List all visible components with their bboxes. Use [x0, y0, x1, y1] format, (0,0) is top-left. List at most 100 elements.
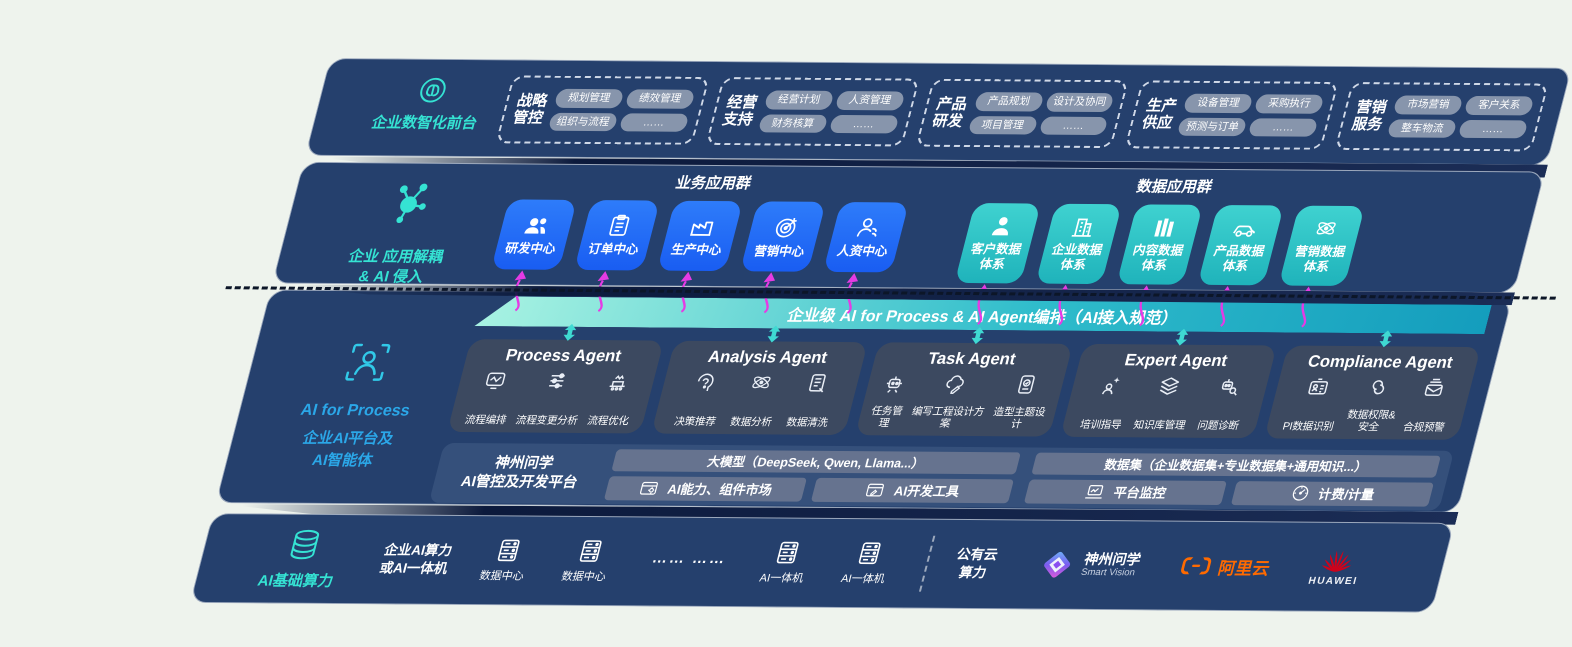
data-atom-icon — [752, 376, 771, 389]
tag: 市场营销 — [1392, 95, 1464, 115]
data-box-label: 产品数据 体系 — [1212, 243, 1267, 273]
model-group: 大模型（DeepSeek, Qwen, Llama...） AI能力、组件市场 … — [603, 448, 1022, 503]
magenta-arrow — [597, 271, 609, 313]
agent-item-label: 培训指导 — [1078, 418, 1123, 432]
cell-label: 计费/计量 — [1316, 486, 1377, 503]
agent-task: Task Agent 任务管理 编写工程设计方案 造型主题设计 — [855, 327, 1073, 437]
agent-analysis: Analysis Agent 决策推荐 数据分析 数据清洗 — [651, 325, 869, 436]
agent-item-label: 知识库管理 — [1132, 419, 1187, 432]
tag: 项目管理 — [967, 115, 1038, 135]
node-datacenter-2: 数据中心 — [560, 538, 616, 584]
infra-label: AI基础算力 — [255, 572, 336, 590]
cloud-vendors: 神州问学 Smart Vision 阿里云 — [1034, 545, 1366, 587]
agent-item-label: 任务管理 — [870, 405, 905, 430]
platform-label: 神州问学 AI管控及开发平台 — [459, 455, 580, 491]
molecule-icon — [396, 183, 428, 224]
tag: …… — [828, 114, 900, 134]
target-icon — [775, 217, 797, 237]
person-waves-icon — [856, 218, 877, 237]
tag: …… — [1248, 117, 1319, 137]
theme-tablet-icon — [1018, 375, 1035, 394]
tag: 绩效管理 — [624, 89, 696, 109]
magenta-arrow — [680, 271, 692, 313]
vendor-smartvision: 神州问学 Smart Vision — [1034, 547, 1143, 584]
app-box-marketing-center: 营销中心 — [739, 201, 826, 272]
public-cloud-label: 公有云 算力 — [955, 546, 1000, 581]
cell-label: AI能力、组件市场 — [665, 481, 774, 498]
app-layer-label-block: 企业 应用解耦 & AI 侵入 — [302, 179, 502, 287]
ai-layer-label-block: AI for Process 企业AI平台及 AI智能体 — [251, 339, 463, 473]
magenta-arrow — [846, 273, 858, 314]
agent-title: Compliance Agent — [1305, 352, 1455, 372]
front-office-label: 企业数智化前台 — [369, 114, 480, 133]
ai-layer-label-cn: 企业AI平台及 AI智能体 — [300, 430, 396, 470]
agent-title: Expert Agent — [1122, 351, 1230, 371]
agent-item-label: 数据分析 — [728, 416, 774, 429]
columns-icon — [1154, 218, 1175, 237]
cell-label: AI开发工具 — [892, 483, 962, 499]
app-box-label: 生产中心 — [669, 242, 724, 258]
task-robot-icon — [886, 376, 902, 393]
app-box-production-center: 生产中心 — [656, 200, 743, 272]
smartvision-logo — [1044, 551, 1071, 578]
tag: 财务核算 — [757, 113, 829, 133]
group-marketing: 营销 服务 市场营销 客户关系 整车物流 …… — [1334, 82, 1549, 152]
architecture-diagram: 企业数智化前台 战略 管控 规划管理 绩效管理 组织与流程 …… 经营 支持 经… — [189, 58, 1572, 613]
magenta-arrow — [514, 270, 526, 312]
server-icon — [497, 539, 520, 562]
agent-item-label: 数据权限& 安全 — [1345, 408, 1397, 434]
agent-expert: Expert Agent 培训指导 知识库管理 问题诊断 — [1059, 328, 1277, 439]
tag: 组织与流程 — [547, 112, 619, 132]
agent-item-label: 流程优化 — [585, 414, 631, 428]
front-office-label-block: 企业数智化前台 — [342, 71, 518, 134]
agent-item-label: 问题诊断 — [1195, 419, 1241, 433]
tag: 规划管理 — [553, 88, 625, 108]
node-datacenter-1: 数据中心 — [478, 537, 534, 583]
tag: 预测与订单 — [1177, 117, 1248, 137]
sliders-icon — [548, 373, 565, 389]
cell-label: 平台监控 — [1111, 485, 1168, 501]
group-product: 产品 研发 产品规划 设计及协同 项目管理 …… — [914, 78, 1130, 149]
ai-market-icon — [640, 481, 659, 495]
tag: 经营计划 — [763, 90, 835, 110]
car-icon — [1233, 225, 1255, 237]
agent-item-label: 造型主题设计 — [992, 406, 1047, 431]
vendor-name: 神州问学 — [1082, 550, 1143, 568]
group-operation: 经营 支持 经营计划 人资管理 财务核算 …… — [705, 77, 920, 147]
group-title: 战略 管控 — [510, 92, 550, 127]
ai-platform-layer: AI for Process 企业AI平台及 AI智能体 企业级 AI for … — [215, 289, 1513, 513]
building-icon — [1071, 218, 1092, 237]
permission-icon — [1372, 380, 1385, 395]
data-box-enterprise: 企业数据 体系 — [1035, 203, 1122, 285]
compute-label: 企业AI算力 或AI一体机 — [378, 542, 455, 576]
front-office-groups: 战略 管控 规划管理 绩效管理 组织与流程 …… 经营 支持 经营计划 人资管理… — [495, 75, 1549, 152]
clipboard-icon — [609, 214, 630, 236]
agent-item-label: PI数据识别 — [1281, 420, 1336, 433]
agent-item-label: 流程变更分析 — [514, 414, 580, 427]
group-title: 生产 供应 — [1140, 97, 1179, 132]
app-box-label: 订单中心 — [586, 242, 641, 257]
agent-title: Task Agent — [925, 349, 1018, 369]
data-box-label: 客户数据 体系 — [969, 242, 1023, 272]
tag: 整车物流 — [1386, 118, 1458, 138]
person-icon — [991, 217, 1009, 236]
tag: …… — [618, 112, 690, 132]
tag: 采购执行 — [1254, 94, 1325, 114]
teal-double-arrow — [1175, 328, 1189, 346]
agent-item-label: 流程编排 — [463, 414, 508, 427]
app-box-hr-center: 人资中心 — [822, 202, 909, 273]
platform-panel: 神州问学 AI管控及开发平台 大模型（DeepSeek, Qwen, Llama… — [428, 442, 1455, 511]
pi-idcard-icon — [1308, 378, 1329, 395]
node-ai-appliance-2: AI一体机 — [839, 540, 894, 586]
process-optimize-icon — [609, 374, 625, 391]
data-box-marketing: 营销数据 体系 — [1278, 205, 1365, 286]
agent-item-label: 合规预警 — [1401, 421, 1446, 434]
huawei-logo — [1322, 550, 1352, 572]
cell-billing: 计费/计量 — [1230, 480, 1435, 507]
ai-scan-person-icon — [345, 343, 391, 381]
agent-process: Process Agent 流程编排 流程变更分析 流程优化 — [447, 323, 665, 434]
app-box-label: 人资中心 — [835, 244, 890, 259]
teal-double-arrow — [563, 323, 576, 341]
vendor-aliyun: 阿里云 — [1178, 553, 1273, 579]
group-title: 营销 服务 — [1349, 98, 1389, 134]
